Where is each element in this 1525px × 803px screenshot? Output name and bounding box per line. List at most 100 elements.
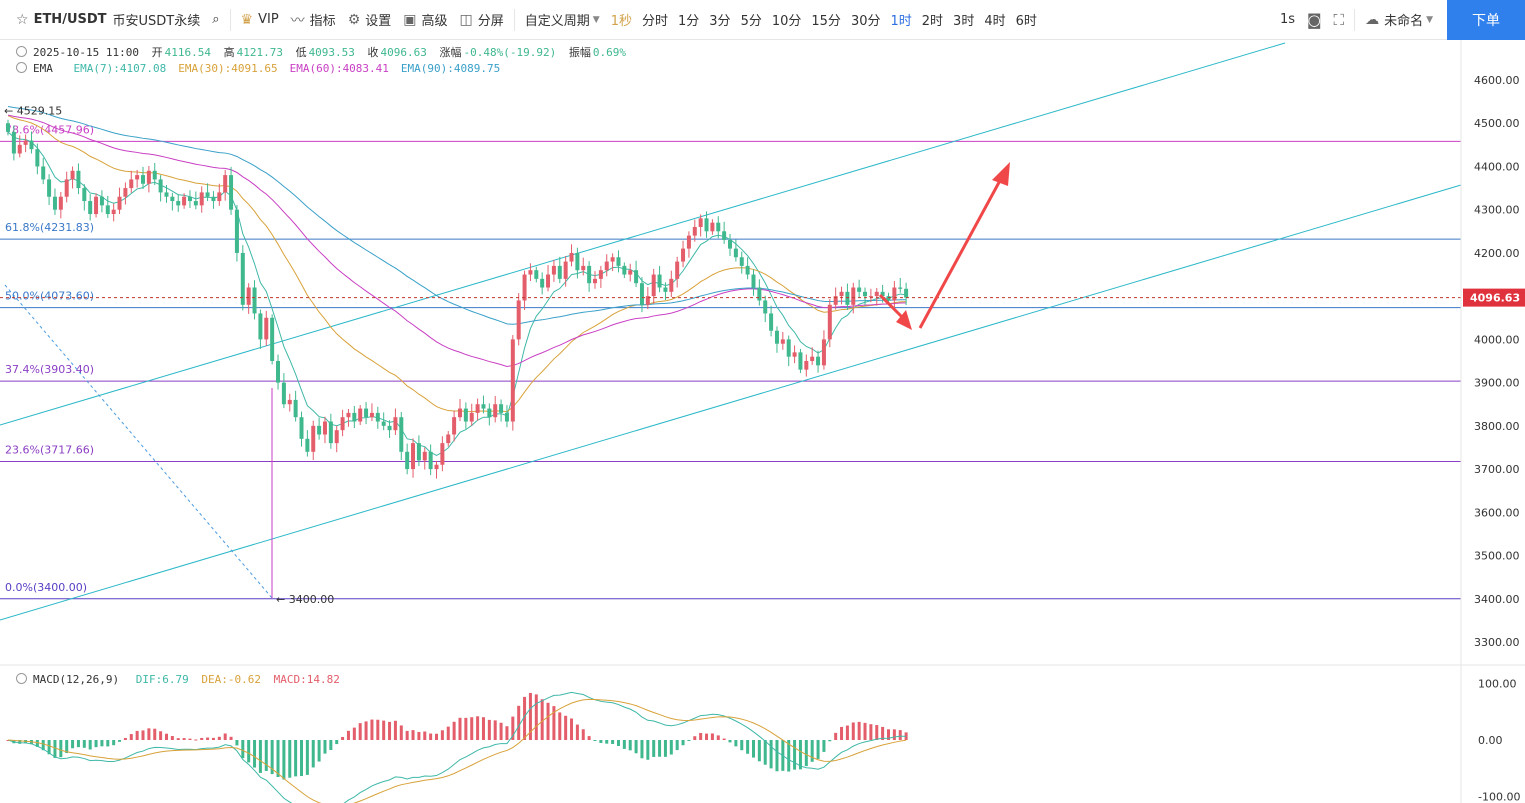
interval-10[interactable]: 3时 (953, 14, 975, 29)
macd-bar (123, 737, 127, 740)
macd-bar (41, 740, 45, 751)
macd-bar (35, 740, 39, 747)
crown-icon: ♛ (240, 11, 254, 28)
screenshot-button[interactable]: ◙ (1301, 0, 1328, 40)
macd-bar (247, 740, 251, 763)
macd-bar (493, 720, 497, 740)
macd-bar (147, 728, 151, 740)
candle (792, 345, 797, 364)
interval-12[interactable]: 6时 (1015, 14, 1037, 29)
interval-9[interactable]: 2时 (921, 14, 944, 29)
candle (41, 157, 46, 185)
candle (628, 263, 633, 282)
candle (29, 131, 34, 154)
macd-value: 14.82 (306, 673, 340, 686)
candle-body (616, 257, 621, 266)
candle-body (276, 361, 281, 383)
candle-body (141, 175, 146, 184)
price-tick-7: 3900.00 (1474, 377, 1520, 390)
candle-body (411, 443, 416, 470)
candle-body (76, 170, 81, 189)
macd-bar (787, 740, 791, 772)
candle (827, 299, 832, 348)
candle-body (234, 209, 239, 253)
collapse-icon[interactable] (16, 46, 27, 57)
price-axis[interactable]: 4600.004500.004400.004300.004200.004100.… (0, 40, 1525, 803)
interval-6[interactable]: 15分 (811, 14, 841, 29)
candle (499, 399, 504, 422)
fullscreen-button[interactable]: ⛶ (1328, 0, 1351, 40)
macd-bar (628, 740, 632, 751)
interval-2[interactable]: 1分 (678, 14, 700, 29)
custom-period-label: 自定义周期 (524, 14, 590, 29)
macd-bar (740, 740, 744, 751)
collapse-icon[interactable] (16, 673, 27, 684)
macd-bar (840, 726, 844, 740)
candle (816, 350, 821, 373)
candle-body (516, 300, 521, 340)
macd-bar (716, 735, 720, 740)
interval-8[interactable]: 1时 (890, 14, 912, 29)
macd-bar (881, 726, 885, 740)
interval-0[interactable]: 1秒 (610, 14, 632, 29)
candle-body (17, 144, 22, 154)
candle (340, 409, 345, 437)
candle-body (698, 218, 703, 227)
interval-5[interactable]: 10分 (771, 14, 802, 29)
advanced-button[interactable]: ▣ 高级 (397, 0, 453, 40)
candle-body (252, 287, 257, 314)
refresh-rate-button[interactable]: 1s (1274, 0, 1301, 40)
order-button[interactable]: 下单 (1447, 0, 1525, 40)
custom-period-dropdown[interactable]: 自定义周期 ▼ (519, 0, 606, 40)
price-chart[interactable]: 78.6%(4457.96)61.8%(4231.83)50.0%(4073.6… (0, 40, 1525, 803)
fibonacci-retracement[interactable]: 78.6%(4457.96)61.8%(4231.83)50.0%(4073.6… (0, 123, 1461, 600)
settings-button[interactable]: ⚙ 设置 (342, 0, 398, 40)
split-screen-button[interactable]: ◫ 分屏 (454, 0, 510, 40)
macd-bar (323, 740, 327, 754)
indicators-button[interactable]: 〰指标 (285, 0, 342, 40)
interval-4[interactable]: 5分 (740, 14, 762, 29)
candle (205, 183, 210, 202)
drawings[interactable]: ← 4529.15 ← 3400.00 (0, 105, 1461, 606)
candle (557, 256, 562, 284)
macd-bar (106, 740, 110, 747)
trend-channel[interactable] (0, 42, 1462, 621)
star-icon[interactable]: ☆ (16, 11, 29, 28)
candle (728, 233, 733, 256)
macd-bar (540, 699, 544, 740)
symbol-selector[interactable]: ☆ ETH/USDT 币安USDT永续 (0, 0, 206, 40)
macd-bar (810, 740, 814, 762)
fib-label-4: 23.6%(3717.66) (5, 443, 94, 456)
macd-bar (112, 740, 116, 746)
macd-bar (687, 740, 691, 741)
interval-7[interactable]: 30分 (850, 14, 881, 29)
candle-body (334, 430, 339, 444)
candle-body (88, 201, 93, 215)
macd-bar (423, 731, 427, 740)
macd-bar (82, 740, 86, 748)
interval-3[interactable]: 3分 (709, 14, 731, 29)
candle-body (792, 352, 797, 357)
candle-body (182, 196, 187, 206)
interval-list: 1秒 分时 1分 3分 5分 10分 15分 30分 1时 2时 3时 4时 6时 (606, 0, 1042, 40)
candle (581, 257, 586, 276)
macd-bar (734, 740, 738, 747)
interval-11[interactable]: 4时 (984, 14, 1006, 29)
macd-bar (417, 731, 421, 740)
candle-body (364, 408, 369, 418)
candle (833, 287, 838, 310)
candle (35, 143, 40, 175)
ema-label: EMA(60) (289, 62, 336, 75)
candle (264, 310, 269, 346)
collapse-icon[interactable] (16, 62, 27, 73)
macd-bar (558, 712, 562, 740)
candle-body (857, 287, 862, 292)
candle-body (381, 421, 386, 426)
interval-1[interactable]: 分时 (641, 14, 668, 29)
candle (716, 216, 721, 239)
candle (322, 416, 327, 444)
vip-button[interactable]: ♛ VIP (235, 0, 285, 40)
search-button[interactable]: ⌕ (206, 0, 225, 40)
candle-body (352, 412, 357, 422)
layout-selector[interactable]: ☁ 未命名 ▼ (1359, 0, 1439, 40)
